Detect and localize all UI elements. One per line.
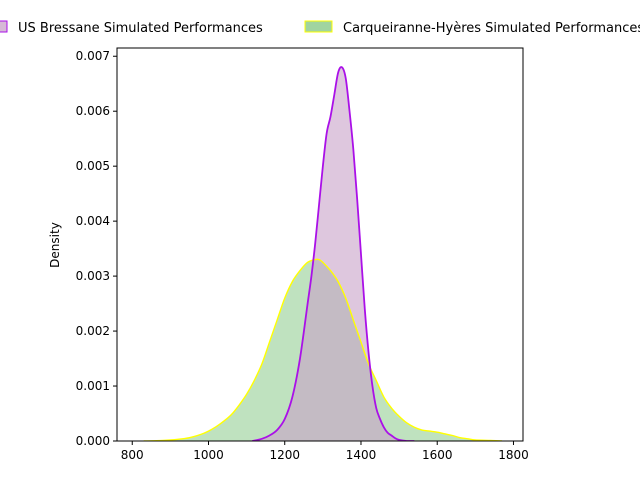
plot-frame (116, 47, 524, 442)
x-tick-label: 1800 (498, 448, 529, 462)
legend-label: US Bressane Simulated Performances (18, 21, 263, 36)
y-tick-label: 0.004 (76, 214, 110, 228)
x-tick-label: 1400 (346, 448, 377, 462)
series-1-line (143, 258, 503, 441)
y-tick-label: 0.000 (76, 434, 110, 448)
x-tick-label: 1600 (422, 448, 453, 462)
y-axis-label: Density (48, 222, 62, 268)
y-tick-label: 0.002 (76, 324, 110, 338)
y-tick-label: 0.001 (76, 379, 110, 393)
legend: US Bressane Simulated Performances Carque… (0, 20, 640, 36)
series-0-area (252, 67, 415, 441)
x-axis: 800 1000 1200 1400 1600 1800 (121, 441, 529, 462)
y-tick-label: 0.005 (76, 159, 110, 173)
x-tick-label: 800 (121, 448, 144, 462)
y-tick-label: 0.006 (76, 104, 110, 118)
y-tick-label: 0.003 (76, 269, 110, 283)
y-axis: 0.000 0.001 0.002 0.003 0.004 0.005 0.006 0.007 (76, 49, 117, 448)
y-tick-label: 0.007 (76, 49, 110, 63)
legend-swatch (304, 20, 333, 33)
legend-label: Carqueiranne-Hyères Simulated Performanc… (343, 21, 640, 36)
legend-swatch (0, 20, 8, 33)
x-tick-label: 1000 (193, 448, 224, 462)
x-tick-label: 1200 (269, 448, 300, 462)
plot-layer (143, 66, 503, 441)
series-0-line (252, 66, 415, 441)
